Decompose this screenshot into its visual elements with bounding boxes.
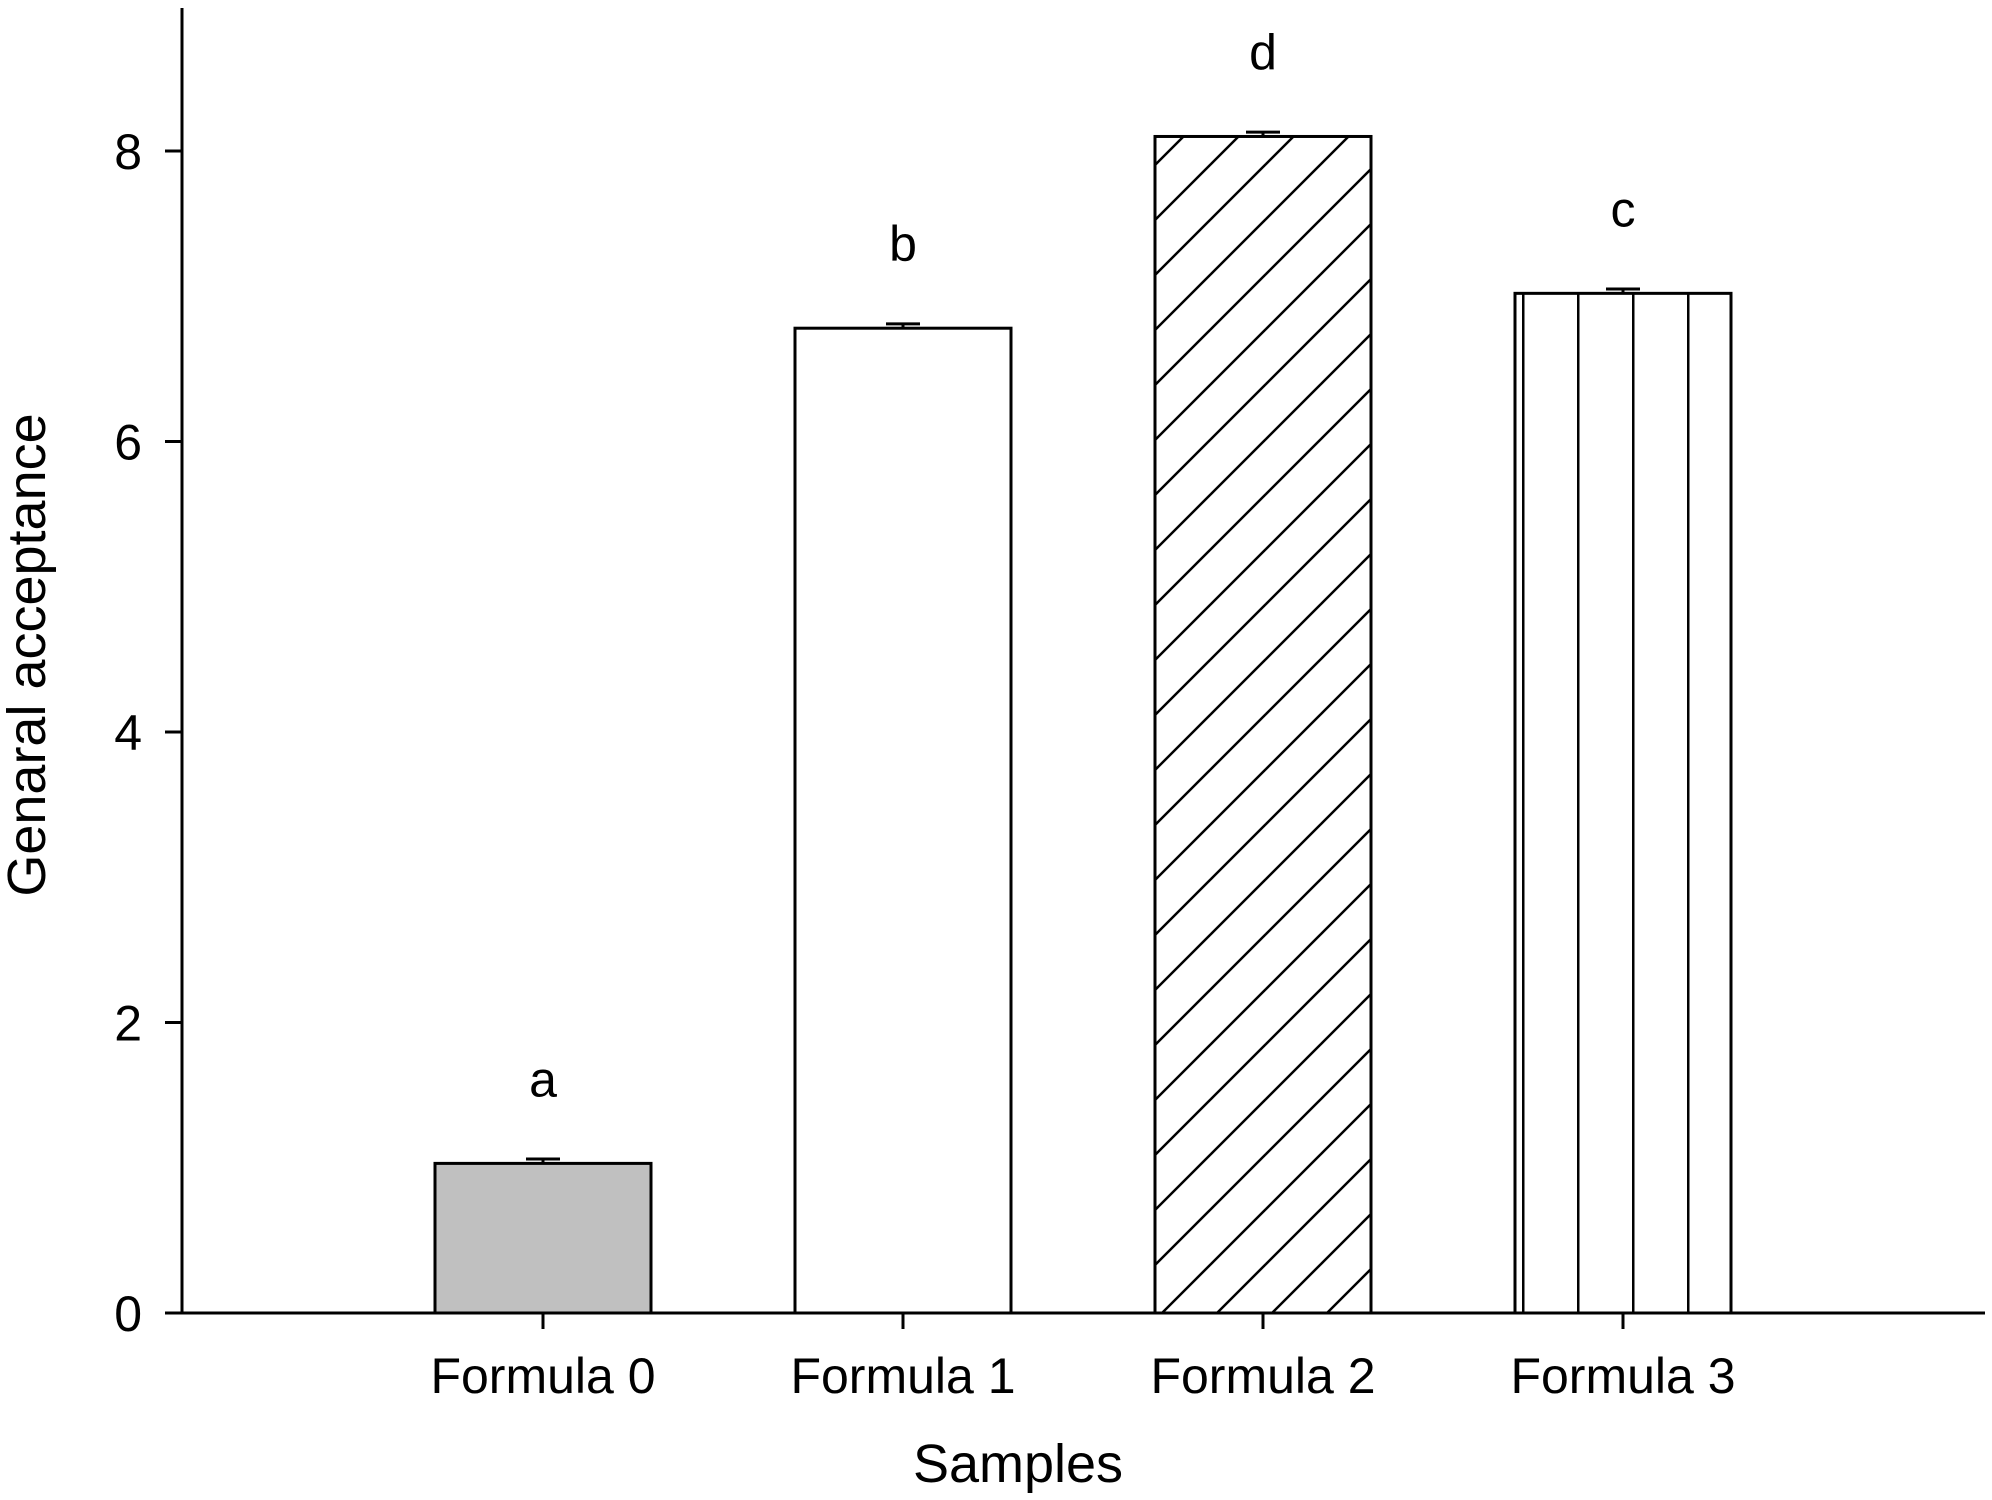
significance-label-d: d: [1249, 24, 1277, 80]
y-axis-title: Genaral acceptance: [0, 413, 57, 896]
plot-area: a Formula 0 b Formula 1 d Formula 2 c Formula 3…: [114, 8, 1985, 1404]
x-axis-title: Samples: [913, 1434, 1123, 1494]
y-tick-label-8: 8: [114, 124, 142, 180]
x-tick-label-2: Formula 2: [1150, 1348, 1375, 1404]
significance-label-b: b: [889, 216, 917, 272]
bar-formula-0: [433, 1161, 653, 1315]
x-tick-label-1: Formula 1: [790, 1348, 1015, 1404]
y-tick-label-6: 6: [114, 415, 142, 471]
x-tick-label-3: Formula 3: [1510, 1348, 1735, 1404]
significance-label-c: c: [1611, 181, 1636, 237]
bar-formula-1: [793, 326, 1013, 1315]
y-tick-label-0: 0: [114, 1286, 142, 1342]
labels-layer: Samples Genaral acceptance: [0, 413, 1123, 1494]
bar-formula-2: [1153, 134, 1373, 1315]
y-tick-label-4: 4: [114, 705, 142, 761]
x-tick-label-0: Formula 0: [430, 1348, 655, 1404]
significance-label-a: a: [529, 1051, 557, 1107]
y-tick-label-2: 2: [114, 996, 142, 1052]
bar-formula-3: [1513, 291, 1733, 1315]
